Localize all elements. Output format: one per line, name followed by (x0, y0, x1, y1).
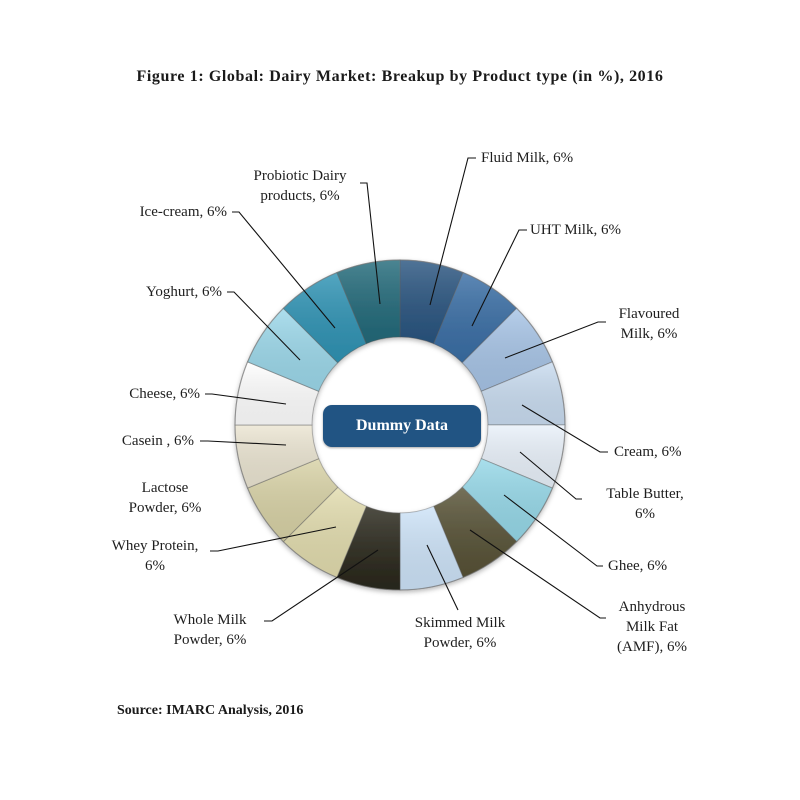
leader-line-cream (521, 404, 608, 453)
label-cream: Cream, 6% (614, 444, 682, 460)
leader-line-ghee (503, 494, 603, 567)
label-line: Probiotic Dairy (253, 168, 347, 184)
segment-bevel (400, 260, 464, 344)
label-line: 6% (145, 558, 165, 574)
label-ghee: Ghee, 6% (608, 558, 668, 574)
label-line: Milk, 6% (620, 326, 678, 342)
segment-bevel (462, 308, 553, 392)
label-amf: Anhydrous Milk Fat (AMF), 6% (606, 597, 698, 657)
leader-line-whole-milk (264, 549, 379, 622)
source-note: Source: IMARC Analysis, 2016 (117, 703, 304, 718)
label-uht-milk: UHT Milk, 6% (530, 222, 621, 238)
segment-bevel (235, 425, 319, 489)
leader-line-uht-milk (471, 229, 527, 327)
label-line: (AMF), 6% (617, 639, 687, 655)
leader-line-skimmed (426, 544, 459, 611)
donut-segments (234, 259, 566, 591)
leader-line-whey-protein (210, 526, 337, 552)
center-label: Dummy Data (323, 405, 481, 447)
leader-line-icecream (232, 211, 336, 329)
segment-bevel (336, 260, 400, 344)
leader-line-table-butter (519, 451, 582, 500)
label-cheese: Cheese, 6% (129, 386, 200, 402)
label-line: Powder, 6% (423, 635, 497, 651)
segment-bevel (247, 458, 338, 542)
label-line: Table Butter, (606, 486, 684, 502)
label-table-butter: Table Butter, 6% (590, 484, 700, 524)
label-whey-protein: Whey Protein, 6% (100, 536, 210, 576)
label-icecream: Ice-cream, 6% (139, 204, 227, 220)
label-fluid-milk: Fluid Milk, 6% (481, 150, 574, 166)
segment-bevel (400, 506, 464, 590)
label-line: Anhydrous (618, 599, 686, 615)
segment-bevel (433, 487, 517, 578)
segment-bevel (283, 487, 367, 578)
leader-line-yoghurt (227, 291, 301, 361)
label-probiotic-dairy: Probiotic Dairy products, 6% (240, 166, 360, 206)
leader-lines (200, 157, 608, 622)
leader-line-casein (200, 440, 287, 446)
leader-line-probiotic (360, 182, 381, 305)
leader-line-flavoured-milk (504, 321, 606, 359)
donut-rim (234, 259, 566, 591)
label-casein: Casein , 6% (121, 433, 194, 449)
leader-line-fluid-milk (429, 157, 476, 306)
leader-line-amf (469, 529, 606, 619)
label-line: Milk Fat (625, 619, 679, 635)
chart-title: Figure 1: Global: Dairy Market: Breakup … (136, 68, 664, 85)
label-yoghurt: Yoghurt, 6% (146, 284, 222, 300)
segment-bevel (433, 272, 517, 363)
label-whole-milk-powder: Whole Milk Powder, 6% (160, 610, 260, 650)
segment-bevel (481, 361, 565, 425)
label-line: Whey Protein, (111, 538, 199, 554)
label-line: 6% (635, 506, 655, 522)
segment-bevel (235, 361, 319, 425)
label-line: products, 6% (260, 188, 340, 204)
label-line: Powder, 6% (128, 500, 202, 516)
label-line: Powder, 6% (173, 632, 247, 648)
label-flavoured-milk: Flavoured Milk, 6% (604, 304, 694, 344)
segment-bevel (462, 458, 553, 542)
label-lactose-powder: Lactose Powder, 6% (115, 478, 215, 518)
label-line: Flavoured (618, 306, 680, 322)
segment-bevel (283, 272, 367, 363)
label-line: Skimmed Milk (414, 615, 506, 631)
segment-bevel (336, 506, 400, 590)
leader-line-cheese (205, 393, 287, 405)
label-line: Lactose (141, 480, 189, 496)
label-line: Whole Milk (173, 612, 247, 628)
label-skimmed-milk-powder: Skimmed Milk Powder, 6% (400, 613, 520, 653)
